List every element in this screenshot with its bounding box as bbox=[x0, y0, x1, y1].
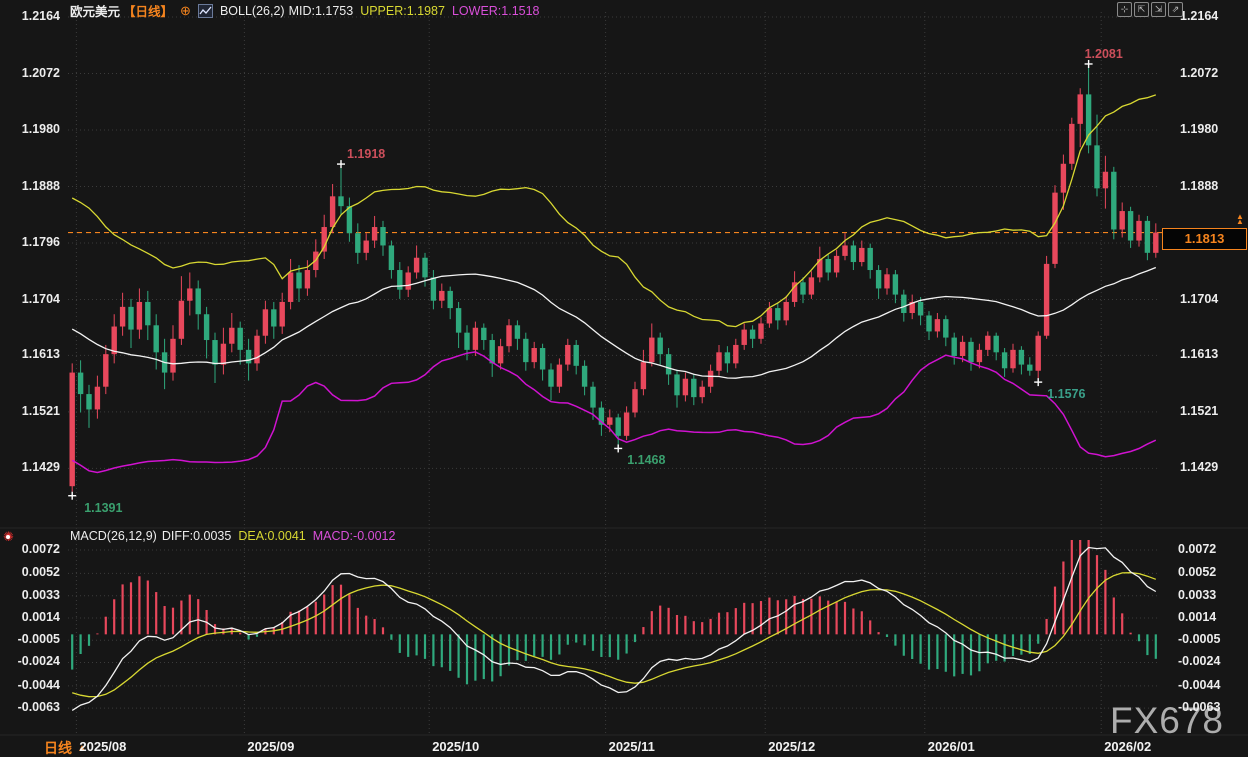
last-price-badge: 1.1813 bbox=[1162, 228, 1247, 250]
price-annotation: 1.1576 bbox=[1047, 387, 1086, 402]
macd-dea-value: DEA:0.0041 bbox=[238, 529, 306, 543]
boll-upper-line bbox=[71, 94, 1157, 328]
period-tag[interactable]: 【日线】 bbox=[123, 5, 174, 19]
macd-diff-value: DIFF:0.0035 bbox=[161, 529, 232, 543]
y-axis-label-right: 1.2072 bbox=[1180, 65, 1219, 80]
macd-axis-label-left: -0.0063 bbox=[17, 700, 60, 715]
macd-axis-label-right: -0.0024 bbox=[1178, 654, 1221, 669]
export-icon[interactable]: ⇗ bbox=[1168, 2, 1183, 17]
x-axis-month-label: 2026/02 bbox=[1104, 739, 1152, 754]
macd-axis-label-left: -0.0044 bbox=[17, 677, 60, 692]
y-axis-label-right: 1.1429 bbox=[1180, 460, 1219, 475]
macd-header: MACD(26,12,9) DIFF:0.0035 DEA:0.0041 MAC… bbox=[70, 529, 395, 543]
y-axis-label-left: 1.2164 bbox=[21, 9, 60, 23]
x-axis-month-label: 2025/08 bbox=[79, 739, 127, 754]
boll-lower-value: LOWER:1.1518 bbox=[451, 3, 540, 18]
y-axis-label-left: 1.1980 bbox=[21, 122, 60, 136]
dock-up-icon[interactable]: ⇱ bbox=[1134, 2, 1149, 17]
y-axis-label-left: 1.1521 bbox=[21, 403, 60, 418]
x-axis-month-label: 2025/12 bbox=[768, 739, 816, 754]
symbol-name: 欧元美元 bbox=[70, 5, 121, 19]
annotation-markers bbox=[68, 59, 1093, 500]
macd-histogram bbox=[71, 540, 1157, 685]
x-axis-month-label: 2025/09 bbox=[247, 739, 295, 754]
y-axis-label-right: 1.1704 bbox=[1180, 291, 1219, 306]
macd-axis-label-left: 0.0014 bbox=[21, 609, 60, 624]
macd-axis-label-right: 0.0014 bbox=[1178, 609, 1217, 624]
price-up-arrows-icon: ▲ ▲ bbox=[1236, 212, 1244, 226]
y-axis-label-left: 1.2072 bbox=[21, 65, 60, 80]
add-indicator-icon[interactable]: ⊕ bbox=[180, 2, 191, 18]
macd-dea-line bbox=[72, 572, 1157, 698]
period-selector[interactable]: 日线 ▲ bbox=[44, 738, 87, 757]
macd-axis-label-right: -0.0005 bbox=[1178, 632, 1221, 647]
macd-axis-label-right: 0.0052 bbox=[1178, 565, 1217, 580]
y-axis-label-right: 1.1888 bbox=[1180, 178, 1219, 193]
boll-mid-value: MID:1.1753 bbox=[288, 3, 354, 18]
macd-axis-label-right: 0.0072 bbox=[1178, 542, 1217, 556]
macd-axis-label-left: 0.0072 bbox=[21, 542, 60, 556]
boll-upper-value: UPPER:1.1987 bbox=[360, 3, 445, 18]
y-axis-label-left: 1.1429 bbox=[21, 460, 60, 475]
crosshair-icon[interactable]: ⊹ bbox=[1117, 2, 1132, 17]
macd-axis-label-left: 0.0033 bbox=[21, 587, 60, 602]
price-annotation: 1.1918 bbox=[347, 147, 386, 162]
macd-axis-label-left: -0.0024 bbox=[17, 654, 60, 669]
y-axis-label-left: 1.1613 bbox=[21, 347, 60, 362]
macd-axis-label-right: 0.0033 bbox=[1178, 587, 1217, 602]
macd-axis-label-left: -0.0005 bbox=[17, 632, 60, 647]
macd-label: MACD(26,12,9) bbox=[70, 529, 157, 543]
y-axis-label-left: 1.1796 bbox=[21, 235, 60, 249]
macd-diff-line bbox=[71, 546, 1157, 711]
period-selector-label: 日线 bbox=[44, 740, 72, 756]
mini-chart-icon bbox=[197, 3, 213, 18]
pane-toolbar: ⊹ ⇱ ⇲ ⇗ bbox=[1117, 2, 1183, 17]
candlestick-series bbox=[69, 67, 1159, 492]
macd-axis-label-right: -0.0044 bbox=[1178, 677, 1221, 692]
boll-mid-line bbox=[71, 266, 1157, 379]
x-axis-month-label: 2025/10 bbox=[432, 739, 480, 754]
y-axis-label-right: 1.1980 bbox=[1180, 122, 1219, 136]
alert-burst-icon[interactable]: ✺ bbox=[3, 529, 14, 544]
period-up-arrow-icon: ▲ bbox=[77, 742, 87, 754]
gridlines bbox=[0, 12, 1248, 736]
boll-lower-line bbox=[71, 351, 1157, 474]
y-axis-label-left: 1.1704 bbox=[21, 291, 60, 306]
y-axis-label-right: 1.1521 bbox=[1180, 403, 1219, 418]
y-axis-label-right: 1.2164 bbox=[1180, 9, 1219, 23]
x-axis-month-label: 2025/11 bbox=[608, 739, 655, 754]
price-annotation: 1.2081 bbox=[1084, 46, 1123, 61]
fx678-watermark: FX678 bbox=[1110, 700, 1225, 741]
price-annotation: 1.1391 bbox=[84, 500, 123, 515]
y-axis-label-right: 1.1613 bbox=[1180, 347, 1219, 362]
macd-axis-label-right: -0.0063 bbox=[1178, 700, 1221, 715]
price-annotation: 1.1468 bbox=[627, 453, 666, 468]
x-axis-month-label: 2026/01 bbox=[927, 739, 975, 754]
macd-axis-label-left: 0.0052 bbox=[21, 565, 60, 580]
macd-bar-value: MACD:-0.0012 bbox=[312, 529, 396, 543]
dock-down-icon[interactable]: ⇲ bbox=[1151, 2, 1166, 17]
y-axis-label-left: 1.1888 bbox=[21, 178, 60, 193]
main-chart-header: 欧元美元 【日线】 ⊕ BOLL(26,2) MID:1.1753 UPPER:1.… bbox=[70, 1, 540, 20]
boll-label: BOLL(26,2) bbox=[219, 3, 285, 18]
